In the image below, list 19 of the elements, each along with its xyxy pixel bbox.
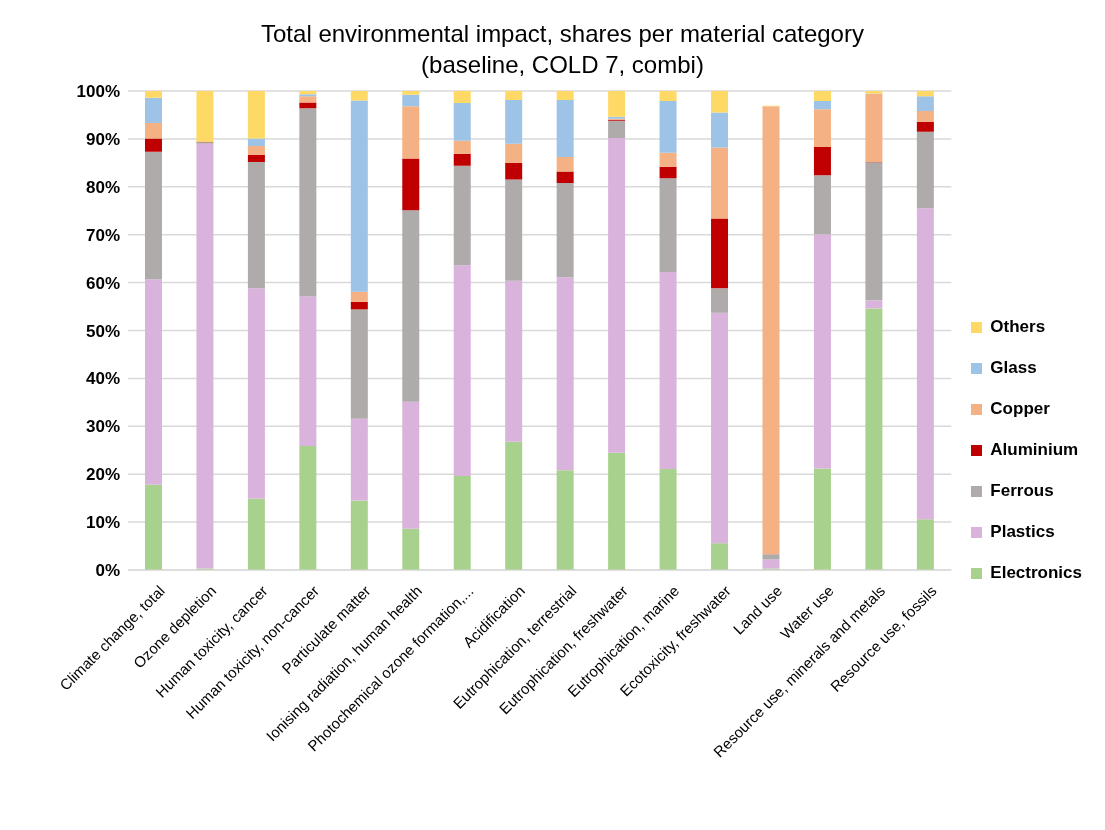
y-tick-label: 50% — [85, 321, 120, 341]
legend-label: Copper — [990, 399, 1050, 419]
y-tick-label: 80% — [85, 177, 120, 197]
legend-label: Glass — [990, 358, 1037, 378]
legend-label: Electronics — [990, 563, 1082, 583]
chart-title: Total environmental impact, shares per material category (baseline, COLD 7, combi) — [260, 19, 865, 80]
y-tick-label: 20% — [85, 465, 120, 485]
legend-label: Plastics — [990, 522, 1055, 542]
legend-label: Ferrous — [990, 481, 1054, 501]
legend-label: Aluminium — [990, 440, 1079, 460]
legend-label: Others — [990, 317, 1046, 337]
y-tick-label: 90% — [85, 129, 120, 149]
y-tick-label: 100% — [76, 82, 120, 102]
y-tick-label: 60% — [85, 273, 120, 293]
y-tick-label: 70% — [85, 225, 120, 245]
y-tick-label: 40% — [85, 369, 120, 389]
y-tick-label: 10% — [85, 513, 120, 533]
y-tick-label: 0% — [95, 561, 120, 581]
y-tick-label: 30% — [85, 417, 120, 437]
